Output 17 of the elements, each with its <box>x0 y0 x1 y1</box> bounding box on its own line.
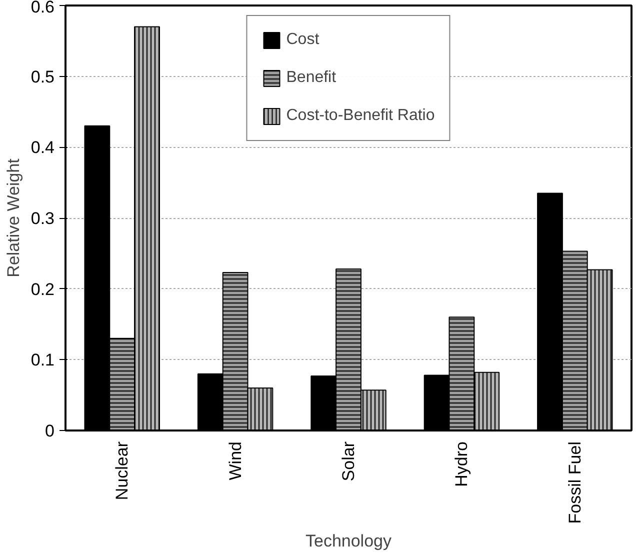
y-tick-label: 0.4 <box>30 138 55 158</box>
x-tick-label: Fossil Fuel <box>565 442 584 524</box>
legend-label: Benefit <box>286 69 336 87</box>
x-tick-label: Solar <box>339 441 358 482</box>
legend-label: Cost <box>286 31 320 49</box>
y-tick-label: 0.1 <box>30 350 55 370</box>
y-axis-title: Relative Weight <box>4 158 23 278</box>
y-tick-label: 0.3 <box>30 209 55 228</box>
x-axis-title: Technology <box>306 532 392 551</box>
y-tick-label: 0 <box>45 422 55 440</box>
x-tick-label: Wind <box>226 441 245 480</box>
x-tick-label: Nuclear <box>112 441 132 500</box>
y-tick-label: 0.5 <box>30 67 55 86</box>
y-tick-label: 0.6 <box>30 0 55 16</box>
x-tick-label: Hydro <box>452 441 472 487</box>
legend-label: Cost-to-Benefit Ratio <box>286 107 435 125</box>
y-tick-label: 0.2 <box>30 280 55 299</box>
